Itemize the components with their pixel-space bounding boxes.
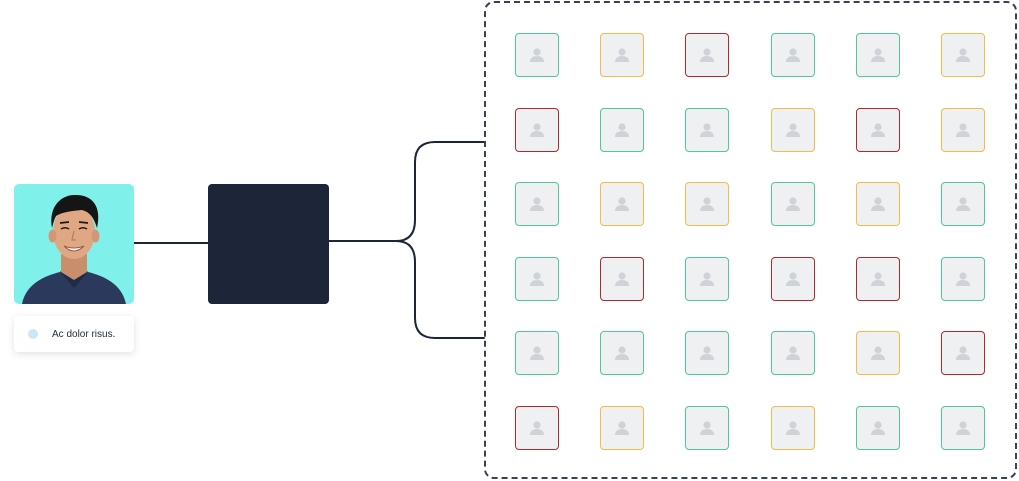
user-placeholder-icon: [615, 197, 630, 211]
user-placeholder-icon: [615, 346, 630, 360]
candidate-tile[interactable]: [600, 256, 645, 301]
candidate-tile[interactable]: [685, 331, 730, 375]
candidate-tile[interactable]: [941, 33, 985, 77]
candidate-tile[interactable]: [685, 107, 730, 152]
user-placeholder-icon: [870, 271, 885, 286]
user-placeholder-icon: [700, 271, 715, 286]
user-placeholder-icon: [530, 197, 544, 211]
candidate-tile[interactable]: [515, 331, 559, 375]
user-placeholder-icon: [956, 271, 970, 286]
candidate-tile[interactable]: [855, 33, 900, 77]
user-placeholder-icon: [956, 346, 970, 360]
processor-block: [208, 184, 329, 304]
candidate-tile[interactable]: [855, 256, 900, 301]
user-placeholder-icon: [956, 48, 970, 62]
user-placeholder-icon: [615, 271, 630, 286]
user-placeholder-icon: [785, 271, 800, 286]
candidate-tile[interactable]: [515, 405, 559, 450]
candidate-tile[interactable]: [855, 107, 900, 152]
candidate-tile[interactable]: [855, 405, 900, 450]
branch-upper-line: [395, 141, 485, 242]
candidate-tile[interactable]: [685, 256, 730, 301]
user-placeholder-icon: [870, 197, 885, 211]
candidate-tile[interactable]: [600, 107, 645, 152]
candidate-tile[interactable]: [770, 331, 815, 375]
candidate-tile[interactable]: [770, 33, 815, 77]
user-placeholder-icon: [700, 122, 715, 137]
user-placeholder-icon: [785, 346, 800, 360]
user-placeholder-icon: [956, 122, 970, 137]
user-placeholder-icon: [700, 48, 715, 62]
user-placeholder-icon: [530, 420, 544, 435]
user-placeholder-icon: [700, 346, 715, 360]
candidate-tile[interactable]: [855, 182, 900, 226]
candidate-tile[interactable]: [770, 256, 815, 301]
status-dot: [28, 329, 38, 339]
candidate-tile[interactable]: [941, 107, 985, 152]
candidate-tile[interactable]: [600, 182, 645, 226]
branch-lower-line: [395, 240, 485, 339]
candidate-tile[interactable]: [855, 331, 900, 375]
candidate-tile[interactable]: [941, 182, 985, 226]
user-placeholder-icon: [530, 48, 544, 62]
source-caption-card: Ac dolor risus.: [14, 316, 134, 352]
source-caption-text: Ac dolor risus.: [52, 328, 116, 340]
candidate-tile[interactable]: [941, 405, 985, 450]
candidate-tile[interactable]: [515, 182, 559, 226]
candidate-grid-frame: [484, 1, 1017, 479]
user-placeholder-icon: [700, 197, 715, 211]
user-placeholder-icon: [785, 197, 800, 211]
candidate-tile[interactable]: [515, 33, 559, 77]
candidate-tile[interactable]: [770, 182, 815, 226]
candidate-tile[interactable]: [941, 256, 985, 301]
person-portrait: [14, 184, 134, 304]
user-placeholder-icon: [615, 48, 630, 62]
user-placeholder-icon: [956, 420, 970, 435]
user-placeholder-icon: [530, 346, 544, 360]
user-placeholder-icon: [870, 346, 885, 360]
candidate-tile[interactable]: [515, 256, 559, 301]
user-placeholder-icon: [870, 420, 885, 435]
candidate-tile[interactable]: [685, 405, 730, 450]
user-placeholder-icon: [615, 122, 630, 137]
candidate-tile[interactable]: [685, 33, 730, 77]
candidate-tile[interactable]: [600, 33, 645, 77]
source-profile-photo: [14, 184, 134, 304]
user-placeholder-icon: [530, 271, 544, 286]
user-placeholder-icon: [870, 48, 885, 62]
candidate-tile[interactable]: [770, 405, 815, 450]
user-placeholder-icon: [785, 420, 800, 435]
candidate-tile[interactable]: [600, 405, 645, 450]
candidate-tile[interactable]: [515, 107, 559, 152]
candidate-tile[interactable]: [941, 331, 985, 375]
user-placeholder-icon: [530, 122, 544, 137]
user-placeholder-icon: [700, 420, 715, 435]
user-placeholder-icon: [615, 420, 630, 435]
user-placeholder-icon: [785, 48, 800, 62]
candidate-tile[interactable]: [600, 331, 645, 375]
user-placeholder-icon: [956, 197, 970, 211]
user-placeholder-icon: [870, 122, 885, 137]
user-placeholder-icon: [785, 122, 800, 137]
candidate-tile[interactable]: [770, 107, 815, 152]
candidate-tile[interactable]: [685, 182, 730, 226]
